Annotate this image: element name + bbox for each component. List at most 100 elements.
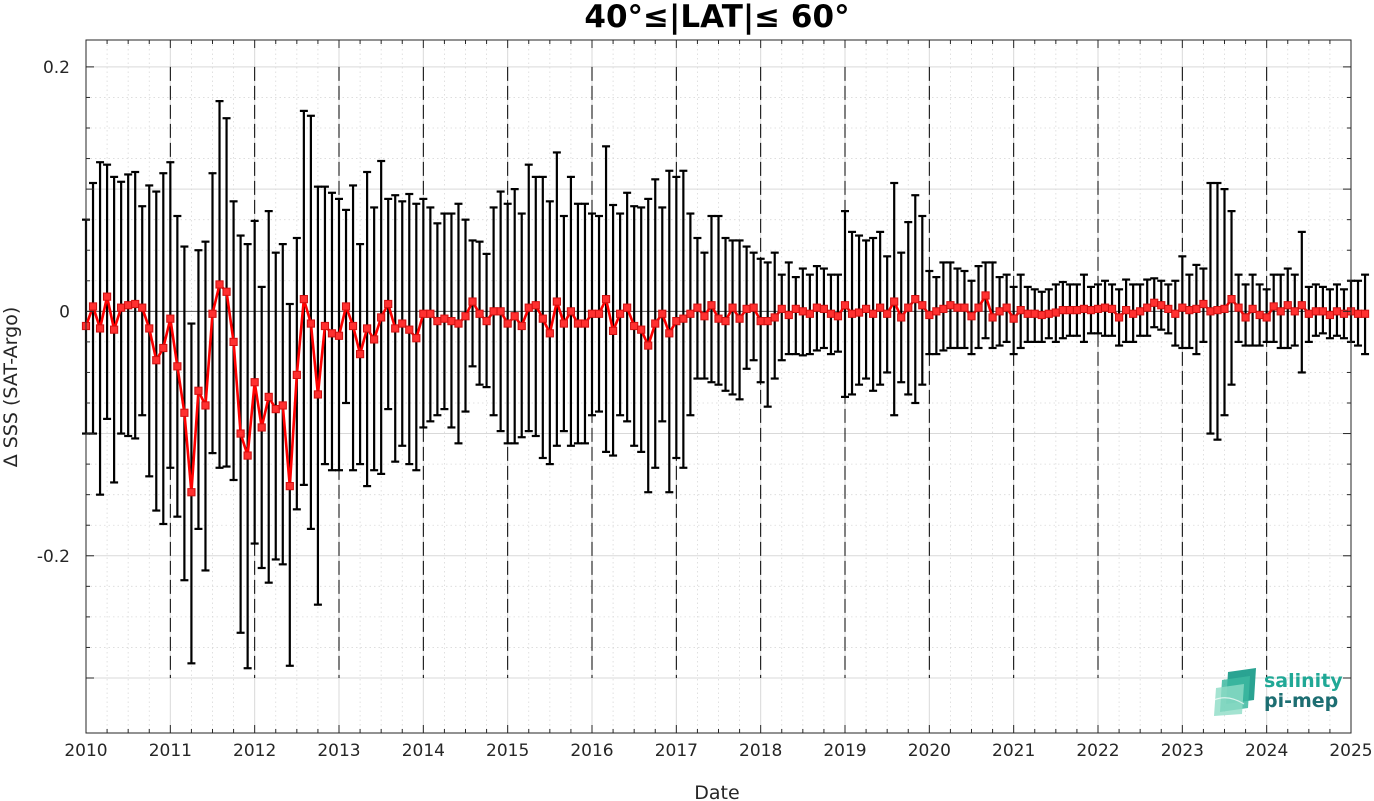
data-point-marker [630, 321, 639, 331]
data-point-marker [102, 292, 112, 301]
data-point-marker [770, 313, 779, 322]
data-point-marker [1206, 307, 1215, 316]
data-point-marker [489, 307, 498, 316]
data-point-marker [475, 309, 484, 318]
data-point-marker [1304, 309, 1313, 318]
data-point-marker [1332, 307, 1342, 316]
data-point-marker [658, 309, 667, 318]
data-point-marker [1051, 308, 1060, 317]
data-point-marker [124, 301, 133, 310]
data-point-marker [138, 303, 147, 312]
data-point-marker [187, 488, 196, 497]
y-tick-label: 0 [59, 302, 70, 322]
data-point-marker [531, 301, 540, 310]
data-point-marker [1276, 307, 1285, 316]
series-markers [81, 280, 1370, 497]
data-point-marker [988, 313, 997, 322]
data-point-marker [222, 287, 231, 296]
data-point-marker [1009, 314, 1018, 323]
data-point-marker [974, 303, 983, 312]
data-point-marker [545, 329, 554, 338]
data-point-marker [236, 429, 245, 438]
data-point-marker [644, 341, 653, 350]
data-point-marker [1164, 304, 1173, 313]
data-point-marker [341, 302, 351, 311]
wave-layers-icon [1213, 668, 1256, 716]
data-point-marker [348, 321, 358, 331]
data-point-marker [117, 303, 126, 312]
data-point-marker [735, 314, 744, 323]
data-point-marker [1044, 309, 1053, 318]
data-point-marker [1199, 299, 1208, 309]
data-point-marker [883, 309, 892, 318]
data-point-marker [1157, 301, 1166, 310]
data-point-marker [861, 304, 871, 313]
data-point-marker [700, 312, 709, 321]
data-point-marker [707, 301, 716, 310]
data-point-marker [798, 307, 807, 316]
x-tick-label: 2025 [1329, 741, 1372, 761]
logo-text-salinity: salinity [1264, 670, 1343, 692]
data-point-marker [854, 308, 864, 317]
data-point-marker [159, 343, 168, 353]
data-point-marker [749, 303, 758, 312]
data-point-marker [552, 297, 561, 306]
data-point-marker [278, 401, 287, 410]
data-point-marker [257, 423, 266, 432]
data-point-marker [897, 313, 906, 322]
data-point-marker [819, 304, 829, 313]
data-point-marker [904, 303, 913, 312]
data-point-marker [517, 321, 526, 331]
data-point-marker [419, 309, 428, 318]
data-point-marker [524, 303, 533, 312]
data-point-marker [1297, 301, 1306, 310]
x-tick-label: 2021 [992, 741, 1035, 761]
data-point-marker [566, 307, 576, 316]
data-point-marker [271, 405, 280, 414]
data-point-marker [503, 319, 512, 328]
data-point-marker [1185, 306, 1194, 315]
x-tick-label: 2022 [1076, 741, 1119, 761]
data-point-marker [320, 321, 330, 331]
data-point-marker [1072, 306, 1082, 315]
data-point-marker [1255, 310, 1264, 320]
data-point-marker [847, 309, 857, 318]
data-point-marker [377, 313, 386, 322]
data-point-marker [1114, 313, 1124, 322]
x-tick-label: 2016 [570, 741, 613, 761]
data-point-marker [805, 309, 814, 318]
data-point-marker [1220, 304, 1229, 313]
data-point-marker [201, 401, 210, 410]
y-tick-labels: -0.2 0 0.2 [37, 58, 70, 567]
data-point-marker [580, 319, 590, 328]
data-point-marker [911, 295, 920, 304]
data-point-marker [313, 390, 323, 399]
data-point-marker [714, 314, 723, 323]
data-point-marker [918, 301, 927, 310]
data-point-marker [384, 299, 393, 309]
data-point-marker [784, 310, 793, 320]
data-point-marker [334, 331, 344, 340]
data-point-marker [616, 309, 625, 318]
data-point-marker [890, 297, 899, 306]
data-point-marker [1023, 309, 1032, 318]
data-point-marker [215, 280, 224, 289]
data-point-marker [840, 301, 850, 310]
x-tick-label: 2020 [908, 741, 951, 761]
data-point-marker [1248, 304, 1257, 313]
data-point-marker [299, 295, 308, 304]
data-point-marker [1107, 304, 1117, 313]
data-point-marker [995, 307, 1004, 316]
data-point-marker [1143, 303, 1152, 312]
data-point-marker [608, 326, 618, 335]
data-point-marker [981, 291, 990, 300]
data-point-marker [447, 317, 456, 326]
data-point-marker [194, 386, 203, 395]
data-point-marker [742, 304, 751, 313]
data-point-marker [1065, 306, 1074, 315]
data-point-marker [573, 319, 583, 328]
chart-title: 40°≤|LAT|≤ 60° [584, 0, 849, 35]
data-point-marker [355, 350, 365, 359]
data-point-marker [672, 317, 681, 326]
data-point-marker [587, 309, 597, 318]
